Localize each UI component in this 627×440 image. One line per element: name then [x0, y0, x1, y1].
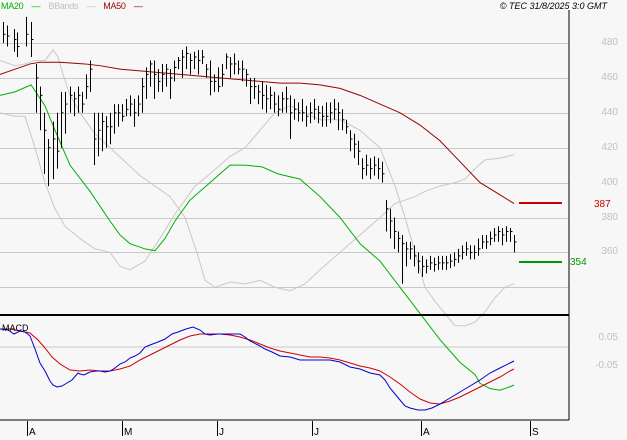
month-label: S [532, 427, 539, 438]
macd-tick-pos: 0.05 [598, 332, 618, 343]
copyright-timestamp: © TEC 31/8/2025 3:0 GMT [499, 1, 607, 11]
ma20-line [0, 84, 515, 391]
price-tick-label: 480 [601, 37, 618, 48]
month-label: J [314, 427, 319, 438]
month-label: A [423, 427, 430, 438]
price-tick-label: 420 [601, 141, 618, 153]
macd-tick-neg: -0.05 [595, 360, 618, 371]
legend-ma20-label: MA20 [1, 1, 24, 11]
legend-ma20: MA20 — [1, 1, 41, 11]
ma20-value-label: 354 [570, 257, 587, 268]
chart-legend: MA20 — BBands — MA50 — [1, 1, 148, 11]
bbands-upper-line [0, 49, 515, 292]
bbands-lower-line [0, 105, 515, 327]
price-tick-label: 380 [601, 211, 618, 223]
macd-line [0, 326, 515, 411]
month-label: M [124, 427, 133, 438]
month-label: J [219, 427, 224, 438]
legend-ma50: MA50 — [103, 1, 143, 11]
price-tick-label: 460 [601, 71, 618, 83]
legend-bbands: BBands — [48, 1, 96, 11]
legend-ma50-label: MA50 [103, 1, 126, 11]
price-tick-label: 400 [601, 176, 618, 188]
ma50-value-label: 387 [594, 199, 611, 210]
macd-signal-line [0, 328, 515, 405]
price-tick-label: 440 [601, 106, 618, 118]
legend-bbands-label: BBands [48, 1, 79, 11]
x-axis-ticks [27, 421, 531, 436]
month-label: A [29, 427, 36, 438]
price-tick-label: 360 [601, 246, 618, 258]
ohlc-bars [3, 16, 517, 284]
macd-panel-label: MACD [2, 323, 29, 333]
